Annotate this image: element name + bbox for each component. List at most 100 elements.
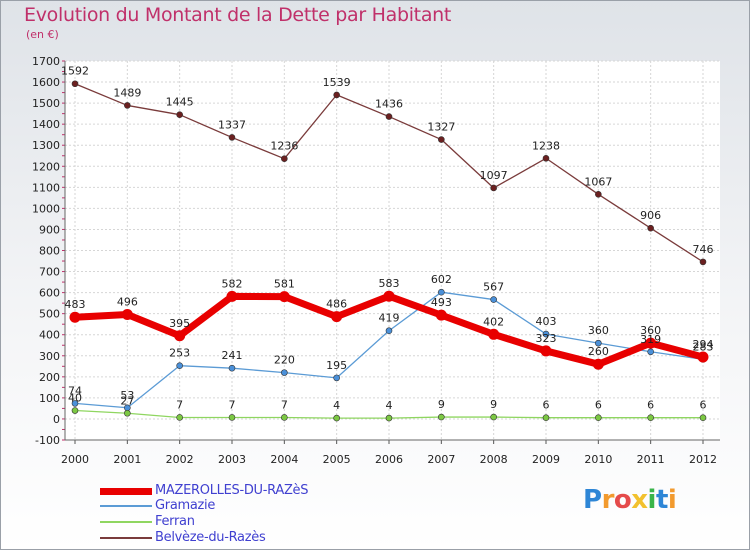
legend-swatch-belveze [100, 537, 152, 539]
x-tick-label: 2012 [689, 453, 717, 466]
series-point-3 [124, 102, 131, 109]
x-tick-label: 2008 [480, 453, 508, 466]
data-label-2: 9 [438, 398, 445, 411]
series-point-3 [647, 224, 654, 232]
series-point-0 [383, 290, 395, 302]
data-label-0: 582 [221, 277, 242, 290]
x-tick-label: 2004 [270, 453, 298, 466]
series-point-3 [228, 134, 236, 141]
data-label-3: 1067 [584, 175, 612, 188]
y-tick-label: 800 [39, 245, 60, 258]
logo-letter: i [647, 485, 657, 515]
data-label-2: 6 [647, 399, 654, 412]
y-tick-label: 1200 [32, 160, 60, 173]
data-label-3: 1489 [113, 86, 141, 99]
data-label-3: 1327 [427, 121, 455, 134]
data-label-1: 195 [326, 359, 347, 372]
series-point-1 [281, 369, 288, 376]
y-tick-label: -100 [35, 434, 60, 447]
data-label-0: 583 [378, 277, 399, 290]
x-tick-label: 2009 [532, 453, 560, 466]
y-tick-label: 0 [53, 413, 60, 426]
x-tick-label: 2011 [637, 453, 665, 466]
data-label-1: 253 [169, 347, 190, 360]
chart-subtitle: (en €) [26, 28, 59, 41]
y-tick-label: 1400 [32, 118, 60, 131]
y-tick-label: 200 [39, 371, 60, 384]
y-tick-label: 300 [39, 350, 60, 363]
series-point-1 [228, 364, 236, 372]
data-label-2: 7 [228, 398, 235, 411]
data-label-3: 1337 [218, 118, 246, 131]
series-point-3 [438, 136, 445, 143]
data-label-1: 567 [483, 281, 504, 294]
series-point-2 [176, 414, 183, 421]
data-label-0: 486 [326, 298, 347, 311]
data-label-3: 1097 [480, 169, 508, 182]
series-point-3 [595, 190, 602, 198]
series-point-0 [592, 358, 604, 370]
series-point-1 [595, 339, 602, 347]
legend-label-gramazie: Gramazie [155, 498, 216, 513]
data-label-0: 294 [692, 338, 713, 351]
logo-letter: i [667, 485, 677, 515]
y-tick-label: 100 [39, 392, 60, 405]
series-point-3 [490, 184, 497, 192]
data-label-3: 1238 [532, 139, 560, 152]
data-label-3: 1539 [323, 76, 351, 89]
data-label-1: 360 [588, 324, 609, 337]
data-label-2: 27 [120, 394, 134, 407]
legend-swatch-gramazie [100, 505, 152, 507]
y-tick-label: 700 [39, 266, 60, 279]
data-label-3: 746 [692, 243, 713, 256]
data-label-2: 7 [281, 398, 288, 411]
data-label-0: 483 [65, 298, 86, 311]
series-point-0 [645, 337, 657, 349]
data-label-1: 241 [221, 349, 242, 362]
data-label-1: 53 [120, 389, 134, 402]
y-tick-label: 1100 [32, 181, 60, 194]
data-label-1: 602 [431, 273, 452, 286]
data-label-2: 6 [699, 399, 706, 412]
series-point-3 [71, 80, 79, 88]
series-point-1 [71, 400, 79, 407]
series-point-0 [435, 309, 447, 321]
series-point-1 [438, 288, 445, 296]
data-label-1: 419 [378, 312, 399, 325]
series-point-0 [331, 311, 343, 323]
logo-letter: o [613, 485, 632, 515]
series-point-1 [176, 362, 183, 369]
series-point-0 [488, 328, 500, 340]
logo-letter: P [583, 485, 602, 515]
y-tick-label: 1600 [32, 76, 60, 89]
series-point-3 [333, 91, 340, 99]
series-point-0 [697, 351, 709, 363]
x-tick-label: 2002 [166, 453, 194, 466]
y-tick-label: 1000 [32, 202, 60, 215]
legend-label-ferran: Ferran [155, 514, 195, 529]
series-point-1 [490, 296, 497, 303]
data-label-2: 6 [595, 399, 602, 412]
series-point-3 [699, 258, 707, 266]
x-tick-label: 2010 [584, 453, 612, 466]
data-label-0: 496 [117, 296, 138, 309]
data-label-0: 493 [431, 296, 452, 309]
x-tick-label: 2006 [375, 453, 403, 466]
data-label-1: 319 [640, 333, 661, 346]
y-tick-label: 400 [39, 329, 60, 342]
y-tick-label: 1700 [32, 55, 60, 68]
y-tick-label: 1500 [32, 97, 60, 110]
data-label-3: 906 [640, 209, 661, 222]
series-point-2 [595, 414, 602, 421]
data-label-2: 4 [385, 399, 392, 412]
series-point-2 [490, 413, 497, 421]
data-label-3: 1445 [166, 96, 194, 109]
series-point-0 [174, 330, 186, 342]
legend-swatch-ferran [100, 521, 152, 523]
logo-letter: x [631, 485, 648, 515]
data-label-0: 323 [535, 332, 556, 345]
series-point-3 [385, 113, 393, 120]
series-point-0 [278, 291, 290, 303]
series-point-2 [438, 413, 445, 421]
